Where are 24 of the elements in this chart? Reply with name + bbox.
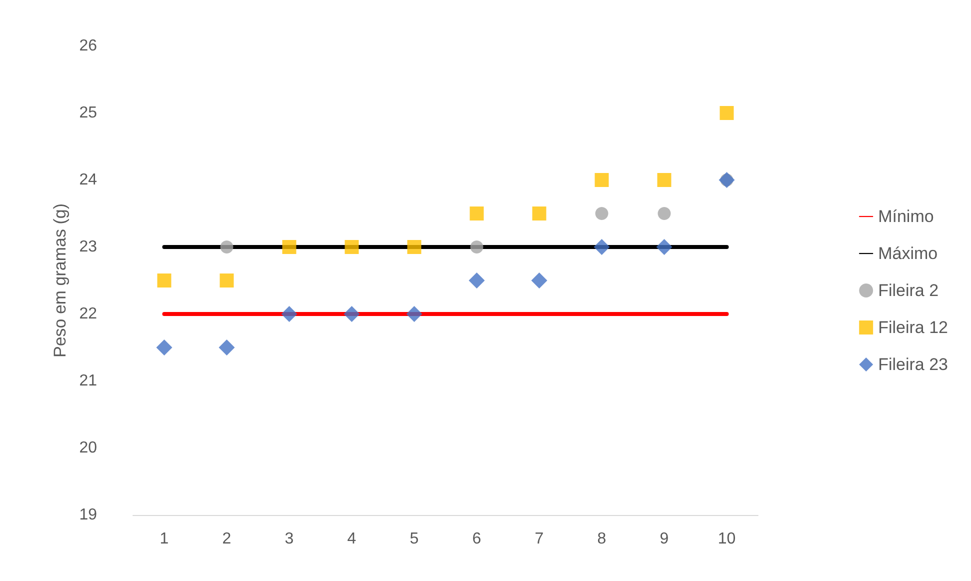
y-tick-label: 21 — [79, 372, 98, 390]
y-tick-label: 24 — [79, 172, 98, 188]
x-tick-label: 5 — [410, 530, 419, 548]
legend-label: Mínimo — [878, 207, 934, 226]
y-tick-label: 20 — [79, 440, 98, 456]
x-tick-label: 4 — [347, 530, 356, 548]
x-tick-label: 3 — [284, 530, 294, 548]
legend-label: Fileira 12 — [878, 318, 948, 337]
y-tick-label: 22 — [79, 306, 98, 322]
x-tick-label: 9 — [660, 530, 669, 548]
x-tick-label: 6 — [472, 530, 482, 548]
x-tick-label: 7 — [534, 530, 544, 548]
x-tick-label: 8 — [597, 530, 606, 548]
legend-label: Máximo — [878, 244, 938, 263]
y-tick-label: 26 — [79, 38, 98, 54]
x-tick-label: 10 — [718, 530, 736, 548]
x-tick-label: 1 — [160, 530, 169, 548]
x-tick-label: 2 — [222, 530, 232, 548]
y-tick-label: 25 — [79, 104, 98, 122]
y-tick-label: 19 — [79, 506, 98, 524]
legend-label: Fileira 2 — [878, 281, 939, 300]
legend-label: Fileira 23 — [878, 355, 948, 374]
y-tick-label: 23 — [79, 238, 98, 256]
y-axis-title: Peso em gramas (g) — [50, 204, 70, 358]
